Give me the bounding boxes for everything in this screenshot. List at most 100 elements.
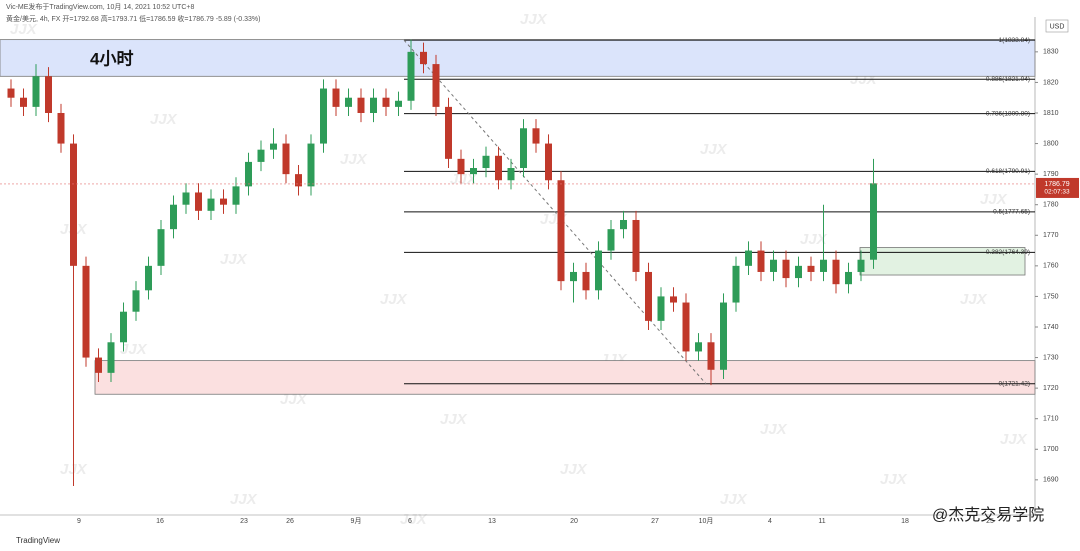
watermark: JJX	[380, 291, 408, 308]
x-tick-label: 25	[986, 518, 994, 525]
candle-body	[745, 250, 752, 266]
y-tick-label: 1730	[1043, 354, 1059, 361]
candle-body	[645, 271, 652, 321]
candle-body	[632, 219, 640, 272]
watermark: JJX	[980, 191, 1008, 208]
candle-body	[807, 265, 815, 272]
watermark: JJX	[340, 151, 368, 168]
candle-body	[370, 97, 377, 113]
fib-label: 0.382(1764.39)	[986, 249, 1030, 256]
candle-body	[245, 161, 252, 187]
candle-body	[420, 51, 427, 65]
watermark: JJX	[760, 421, 788, 438]
candle-body	[207, 198, 215, 211]
x-tick-label: 23	[240, 518, 248, 525]
candle-body	[695, 342, 702, 352]
candle-body	[120, 311, 127, 343]
y-tick-label: 1780	[1043, 202, 1059, 209]
candle-body	[182, 192, 190, 205]
candle-body	[382, 97, 390, 107]
countdown: 02:07:33	[1044, 189, 1070, 196]
candle-body	[332, 88, 340, 107]
candle-body	[732, 265, 740, 303]
candle-body	[532, 128, 540, 144]
candle-body	[257, 149, 265, 162]
watermark: JJX	[1000, 431, 1028, 448]
candle-body	[170, 204, 177, 230]
y-tick-label: 1690	[1043, 477, 1059, 484]
currency: USD	[1050, 23, 1065, 30]
candle-body	[832, 259, 840, 285]
watermark: JJX	[400, 511, 428, 528]
timeframe-label: 4小时	[90, 49, 133, 68]
y-tick-label: 1740	[1043, 324, 1059, 331]
watermark: JJX	[700, 141, 728, 158]
candle-body	[307, 143, 315, 187]
candle-body	[482, 155, 490, 169]
x-tick-label: 11	[818, 518, 825, 525]
x-tick-label: 26	[286, 518, 294, 525]
subheader: 黄金/美元, 4h, FX 开=1792.68 高=1793.71 低=1786…	[6, 14, 261, 23]
watermark: JJX	[230, 491, 258, 508]
y-tick-label: 1830	[1043, 49, 1059, 56]
candle-body	[795, 265, 802, 279]
candle-body	[670, 296, 677, 303]
candle-body	[507, 168, 515, 181]
candle-body	[82, 265, 90, 358]
candle-body	[320, 88, 327, 144]
candle-body	[32, 76, 40, 107]
candle-body	[845, 271, 852, 285]
x-tick-label: 9	[77, 518, 81, 525]
candles	[7, 39, 877, 486]
watermark: JJX	[220, 251, 248, 268]
header: Vic-ME发布于TradingView.com, 10月 14, 2021 1…	[6, 2, 194, 11]
candle-body	[720, 302, 727, 370]
candle-body	[132, 290, 140, 312]
fib-label: 0(1721.42)	[999, 381, 1030, 388]
watermark: JJX	[560, 461, 588, 478]
candle-body	[657, 296, 665, 321]
candle-body	[295, 174, 302, 187]
candle-body	[757, 250, 765, 272]
y-tick-label: 1720	[1043, 385, 1059, 392]
currency-box	[1045, 19, 1069, 33]
x-tick-label: 20	[570, 518, 578, 525]
candle-body	[7, 88, 15, 98]
candle-body	[457, 158, 465, 175]
y-tick-label: 1770	[1043, 232, 1059, 239]
x-tick-label: 6	[408, 518, 412, 525]
candle-body	[20, 97, 27, 107]
candle-body	[582, 271, 590, 291]
candle-body	[857, 259, 865, 272]
y-tick-label: 1810	[1043, 110, 1059, 117]
candle-body	[157, 229, 165, 266]
y-tick-label: 1790	[1043, 171, 1059, 178]
y-tick-label: 1800	[1043, 140, 1059, 147]
watermark: JJX	[520, 11, 548, 28]
candle-body	[470, 168, 477, 175]
candle-body	[870, 183, 877, 260]
candle-body	[607, 229, 615, 251]
brand: TradingView	[16, 536, 60, 545]
candle-body	[357, 97, 365, 113]
x-tick-label: 27	[651, 518, 659, 525]
candle-body	[220, 198, 227, 205]
watermark: JJX	[800, 231, 828, 248]
candle-body	[270, 143, 277, 150]
candle-body	[57, 112, 65, 144]
signature: @杰克交易学院	[932, 506, 1044, 524]
candle-body	[407, 51, 415, 101]
candle-body	[820, 259, 827, 272]
y-tick-label: 1750	[1043, 293, 1059, 300]
candle-body	[520, 128, 527, 169]
candle-body	[707, 342, 715, 370]
candle-body	[232, 186, 240, 205]
candle-body	[782, 259, 790, 279]
candle-body	[557, 180, 565, 282]
watermark: JJX	[120, 341, 148, 358]
watermark: JJX	[960, 291, 988, 308]
candle-body	[770, 259, 777, 272]
y-tick-label: 1700	[1043, 446, 1059, 453]
